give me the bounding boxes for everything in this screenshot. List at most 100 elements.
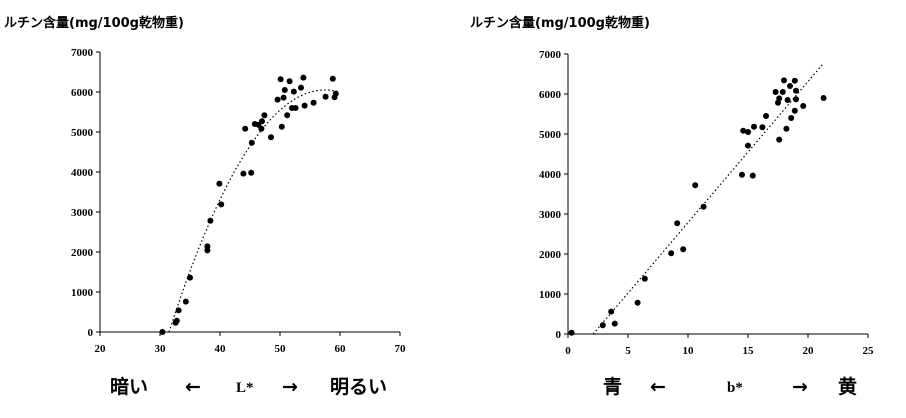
chart-left-data-point xyxy=(248,169,255,176)
chart-right-x-tick-label: 20 xyxy=(803,345,815,357)
chart-left-data-point xyxy=(281,87,288,93)
chart-left-data-point xyxy=(261,112,268,119)
chart-right-data-point xyxy=(745,142,751,149)
chart-right-xlabel-right-arrow: → xyxy=(792,376,808,398)
chart-left-data-point xyxy=(310,99,317,106)
chart-right-data-point xyxy=(680,246,687,253)
chart-left-data-point xyxy=(332,90,339,97)
chart-right-y-tick-label: 2000 xyxy=(539,249,562,261)
chart-right-data-point xyxy=(787,83,793,89)
chart-left-data-point xyxy=(242,125,249,132)
chart-right-data-point xyxy=(779,89,786,95)
chart-right-data-point xyxy=(641,275,648,282)
chart-right-data-point xyxy=(772,89,779,95)
chart-left-data-point xyxy=(159,329,166,335)
chart-right-x-tick-label: 10 xyxy=(683,345,695,357)
chart-left-xlabel-left-arrow: ← xyxy=(185,376,201,398)
chart-left-y-tick-label: 1000 xyxy=(71,287,94,299)
chart-left-trendline xyxy=(168,89,341,333)
chart-right-x-ticks: 0 5 10 15 20 25 xyxy=(565,334,874,357)
chart-right-y-tick-label: 6000 xyxy=(539,89,562,101)
chart-left: ルチン含量(mg/100g乾物重) 0 1000 2000 3000 4000 5000 6… xyxy=(4,15,406,398)
chart-right-y-tick-label: 4000 xyxy=(539,169,562,181)
chart-right-y-tick-label: 7000 xyxy=(539,49,562,61)
chart-right-points xyxy=(568,77,827,336)
chart-right-y-tick-label: 1000 xyxy=(539,289,562,301)
chart-left-x-tick-label: 30 xyxy=(155,343,167,355)
chart-right-xlabel-left: 青 xyxy=(603,376,622,398)
chart-right-data-point xyxy=(608,308,615,315)
chart-right-x-tick-label: 5 xyxy=(625,345,631,357)
chart-left-data-point xyxy=(258,125,265,132)
chart-right-data-point xyxy=(634,299,641,306)
chart-right-data-point xyxy=(668,250,675,257)
chart-left-data-point xyxy=(175,307,182,314)
chart-left-x-tick-label: 60 xyxy=(335,343,347,355)
chart-left-data-point xyxy=(218,201,225,208)
chart-left-x-tick-label: 70 xyxy=(395,343,407,355)
chart-left-data-point xyxy=(259,118,265,125)
chart-right-data-point xyxy=(759,124,766,131)
chart-right-data-point xyxy=(740,127,747,134)
chart-left-x-tick-label: 50 xyxy=(275,343,287,355)
chart-left-y-tick-label: 3000 xyxy=(71,207,94,219)
chart-left-data-point xyxy=(173,317,180,324)
chart-right-trendline xyxy=(592,62,825,335)
chart-left-y-tick-label: 4000 xyxy=(71,167,94,179)
chart-right-data-point xyxy=(611,320,618,327)
chart-right-data-point xyxy=(783,125,790,132)
chart-left-data-point xyxy=(301,102,308,109)
chart-right-y-tick-label: 5000 xyxy=(539,129,562,141)
chart-right-x-tick-label: 0 xyxy=(565,345,571,357)
chart-right-data-point xyxy=(793,87,799,94)
chart-right-data-point xyxy=(781,77,787,84)
chart-left-y-tick-label: 0 xyxy=(88,327,94,339)
chart-left-x-tick-label: 40 xyxy=(215,343,227,355)
chart-right-data-point xyxy=(739,171,745,178)
chart-left-data-point xyxy=(182,298,189,305)
chart-right-data-point xyxy=(776,136,783,143)
chart-left-data-point xyxy=(284,112,291,119)
chart-right-y-tick-label: 0 xyxy=(556,329,562,341)
chart-left-x-ticks: 20 30 40 50 60 70 xyxy=(95,332,407,355)
chart-left-points xyxy=(159,74,339,335)
chart-left-y-tick-label: 2000 xyxy=(71,247,94,259)
chart-left-data-point xyxy=(207,217,214,224)
chart-left-data-point xyxy=(329,75,336,82)
chart-right-data-point xyxy=(700,203,707,210)
chart-right-xlabel-left-arrow: ← xyxy=(650,376,666,398)
chart-left-xlabel-right-arrow: → xyxy=(282,376,298,398)
chart-left-y-ticks: 0 1000 2000 3000 4000 5000 6000 7000 xyxy=(71,47,100,339)
chart-left-data-point xyxy=(268,134,274,141)
chart-right-xlabel-var: b* xyxy=(727,380,743,396)
chart-right-data-point xyxy=(751,123,757,130)
chart-right-y-tick-label: 3000 xyxy=(539,209,562,221)
chart-left-data-point xyxy=(290,88,297,95)
chart-left-data-point xyxy=(278,123,285,130)
chart-right-y-ticks: 0 1000 2000 3000 4000 5000 6000 7000 xyxy=(539,49,568,341)
chart-right-x-tick-label: 25 xyxy=(863,345,875,357)
chart-right: ルチン含量(mg/100g乾物重) 0 1000 2000 3000 4000 5000 6… xyxy=(470,15,874,398)
chart-right-x-tick-label: 15 xyxy=(743,345,755,357)
chart-left-data-point xyxy=(300,74,307,81)
chart-right-data-point xyxy=(763,113,769,119)
chart-right-data-point xyxy=(674,220,681,227)
chart-right-data-point xyxy=(791,77,798,84)
chart-right-data-point xyxy=(745,129,751,135)
chart-right-data-point xyxy=(793,96,799,103)
chart-right-data-point xyxy=(599,322,606,329)
chart-right-data-point xyxy=(820,95,827,101)
chart-left-y-tick-label: 7000 xyxy=(71,47,94,59)
chart-left-data-point xyxy=(277,76,284,83)
chart-right-data-point xyxy=(568,329,575,336)
chart-left-y-tick-label: 6000 xyxy=(71,87,94,99)
chart-left-data-point xyxy=(204,243,211,250)
chart-left-data-point xyxy=(286,78,293,85)
chart-left-x-tick-label: 20 xyxy=(95,343,107,355)
chart-left-data-point xyxy=(292,105,299,111)
chart-left-xlabel-left: 暗い xyxy=(110,375,148,398)
chart-left-data-point xyxy=(280,94,287,101)
chart-left-data-point xyxy=(248,139,255,146)
chart-left-data-point xyxy=(240,170,247,177)
chart-left-data-point xyxy=(216,180,223,187)
